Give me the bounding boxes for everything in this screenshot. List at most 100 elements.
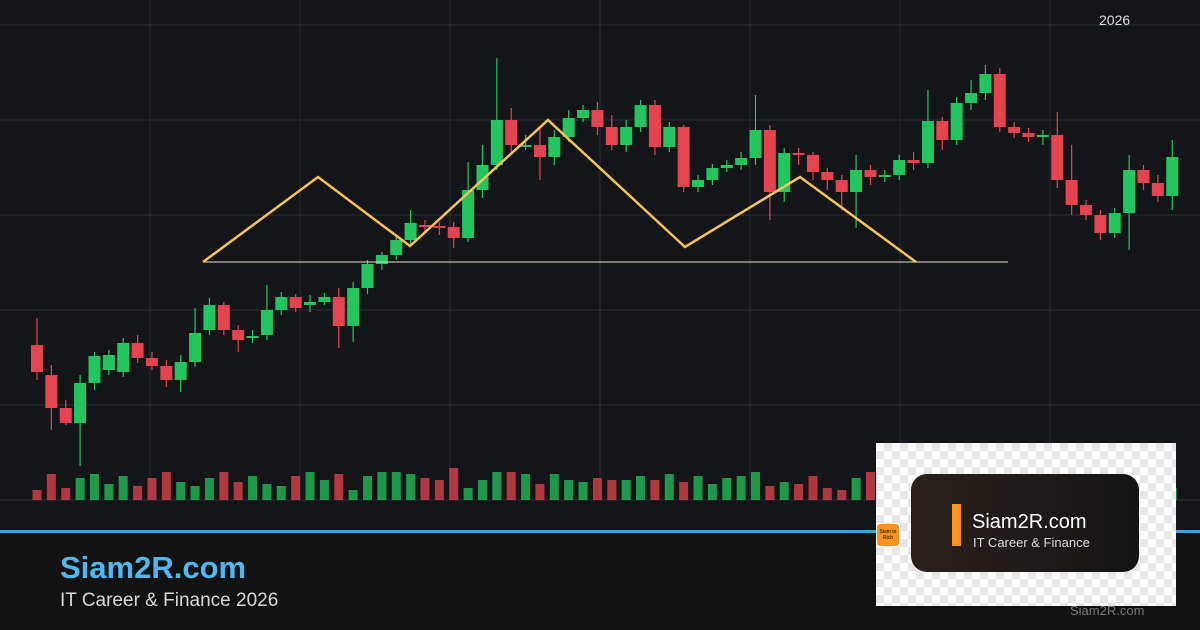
volume-bar xyxy=(118,476,128,500)
volume-bar xyxy=(449,468,459,500)
volume-bar xyxy=(564,480,574,500)
volume-bar xyxy=(348,490,358,500)
candle-body xyxy=(490,120,503,165)
candle-body xyxy=(1036,135,1049,137)
candle-body xyxy=(203,305,216,330)
candle-body xyxy=(692,180,705,187)
candle-body xyxy=(145,358,158,366)
footer-title: Siam2R.com xyxy=(60,550,247,585)
candle-body xyxy=(850,170,863,192)
candle-body xyxy=(577,110,590,118)
candle-body xyxy=(1108,213,1121,233)
volume-bar xyxy=(319,480,329,500)
volume-bar xyxy=(190,486,200,500)
volume-bar xyxy=(492,472,502,500)
candle-body xyxy=(763,130,776,192)
candle-body xyxy=(878,175,891,177)
candle-body xyxy=(921,121,934,163)
candle-body xyxy=(720,165,733,168)
volume-bar xyxy=(89,474,99,500)
candle-body xyxy=(433,226,446,228)
candle-body xyxy=(117,343,130,372)
volume-bar xyxy=(305,472,315,500)
candle-body xyxy=(447,227,460,238)
candle-body xyxy=(1123,170,1136,213)
volume-bar xyxy=(204,478,214,500)
volume-bar xyxy=(736,476,746,500)
candle-body xyxy=(950,103,963,140)
candle-body xyxy=(1051,135,1064,180)
candle-body xyxy=(260,310,273,335)
candle-body xyxy=(1151,183,1164,196)
candle-body xyxy=(404,223,417,240)
volume-bar xyxy=(161,472,171,500)
candle-body xyxy=(533,145,546,157)
badge-subtitle: IT Career & Finance xyxy=(973,535,1090,550)
candle-body xyxy=(864,170,877,177)
volume-bar xyxy=(477,480,487,500)
candle-body xyxy=(979,74,992,93)
volume-bar xyxy=(75,478,85,500)
badge: Siam2R.com IT Career & Finance Siam to R… xyxy=(876,443,1176,606)
candle-body xyxy=(706,168,719,180)
volume-bar xyxy=(707,484,717,500)
candle-body xyxy=(1137,170,1150,183)
candle-body xyxy=(835,180,848,192)
candle-body xyxy=(232,330,245,340)
volume-bar xyxy=(420,478,430,500)
candle-body xyxy=(663,127,676,147)
candle-body xyxy=(562,118,575,137)
volume-bar xyxy=(248,476,258,500)
candle-body xyxy=(102,355,115,370)
candle-body xyxy=(347,288,360,326)
candle-body xyxy=(735,158,748,165)
candle-body xyxy=(634,105,647,127)
volume-bar xyxy=(592,478,602,500)
grid xyxy=(0,0,1200,501)
candle-body xyxy=(189,333,202,362)
candle-body xyxy=(792,153,805,155)
candle-body xyxy=(936,121,949,140)
volume-bar xyxy=(291,476,301,500)
volume-bar xyxy=(837,490,847,500)
volume-bar xyxy=(219,472,229,500)
volume-bar xyxy=(650,480,660,500)
volume-bar xyxy=(133,486,143,500)
candle-body xyxy=(45,375,58,408)
volume-bar xyxy=(521,474,531,500)
volume-bar xyxy=(822,488,832,500)
candle-body xyxy=(88,356,101,383)
candle-body xyxy=(361,264,374,288)
volume-bar xyxy=(434,480,444,500)
badge-card: Siam2R.com IT Career & Finance xyxy=(911,474,1139,572)
candle-body xyxy=(519,145,532,147)
candle-body xyxy=(59,408,72,423)
volume-bar xyxy=(276,486,286,500)
candle-body xyxy=(174,362,187,380)
badge-bar xyxy=(952,504,961,546)
volume-bar xyxy=(794,484,804,500)
candle-body xyxy=(275,297,288,310)
volume-bar xyxy=(32,490,42,500)
candle-body xyxy=(131,343,144,358)
volume-bar xyxy=(147,478,157,500)
candle-body xyxy=(749,130,762,158)
volume-bar xyxy=(363,476,373,500)
candle-body xyxy=(591,110,604,127)
pattern-line xyxy=(202,118,917,264)
candle-body xyxy=(375,255,388,264)
volume-bar xyxy=(104,484,114,500)
candle-body xyxy=(31,345,43,372)
candle-body xyxy=(318,297,331,302)
candle-body xyxy=(1065,180,1078,205)
volume-bar xyxy=(377,472,387,500)
volume-bar xyxy=(607,480,617,500)
candle-body xyxy=(648,105,661,147)
volume-bar xyxy=(808,476,818,500)
candle-body xyxy=(1080,205,1093,215)
volume-bar xyxy=(851,478,861,500)
volume-bar xyxy=(779,482,789,500)
candle-body xyxy=(821,172,834,180)
candle-body xyxy=(74,383,87,423)
